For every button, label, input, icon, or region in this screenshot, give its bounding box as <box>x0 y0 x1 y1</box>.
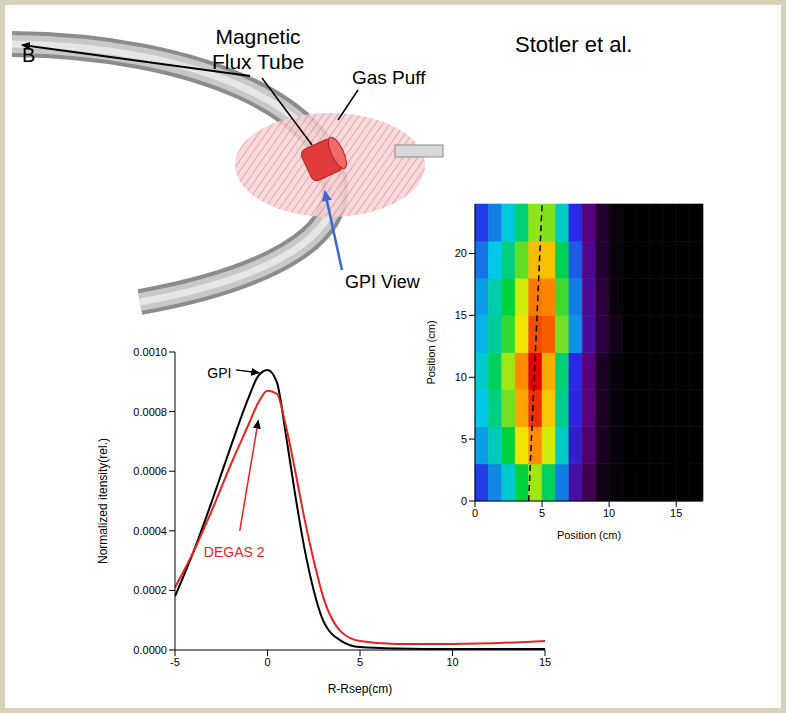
svg-text:10: 10 <box>455 371 467 383</box>
svg-text:Position (cm): Position (cm) <box>425 320 437 384</box>
svg-text:GPI View: GPI View <box>345 272 421 292</box>
svg-text:5: 5 <box>539 507 545 519</box>
svg-text:5: 5 <box>357 656 363 668</box>
svg-text:B: B <box>22 44 35 66</box>
svg-text:0.0006: 0.0006 <box>133 465 167 477</box>
svg-text:0: 0 <box>264 656 270 668</box>
svg-text:GPI: GPI <box>207 365 231 381</box>
svg-text:Position (cm): Position (cm) <box>557 529 621 541</box>
svg-text:R-Rsep(cm): R-Rsep(cm) <box>328 682 393 696</box>
svg-text:10: 10 <box>446 656 458 668</box>
svg-text:-5: -5 <box>170 656 180 668</box>
svg-text:MagneticFlux Tube: MagneticFlux Tube <box>212 25 304 73</box>
svg-text:Stotler et al.: Stotler et al. <box>515 32 632 57</box>
svg-text:Gas Puff: Gas Puff <box>352 67 426 88</box>
svg-text:0.0010: 0.0010 <box>133 346 167 358</box>
svg-text:0.0000: 0.0000 <box>133 644 167 656</box>
svg-text:0.0008: 0.0008 <box>133 406 167 418</box>
svg-text:15: 15 <box>670 507 682 519</box>
svg-text:15: 15 <box>539 656 551 668</box>
svg-text:15: 15 <box>455 309 467 321</box>
svg-text:20: 20 <box>455 247 467 259</box>
svg-text:0: 0 <box>472 507 478 519</box>
svg-text:Normalized itensity(rel.): Normalized itensity(rel.) <box>96 438 110 564</box>
svg-text:0.0004: 0.0004 <box>133 525 167 537</box>
svg-text:0: 0 <box>461 495 467 507</box>
svg-text:10: 10 <box>603 507 615 519</box>
svg-text:0.0002: 0.0002 <box>133 584 167 596</box>
svg-text:5: 5 <box>461 433 467 445</box>
svg-text:DEGAS 2: DEGAS 2 <box>204 544 265 560</box>
